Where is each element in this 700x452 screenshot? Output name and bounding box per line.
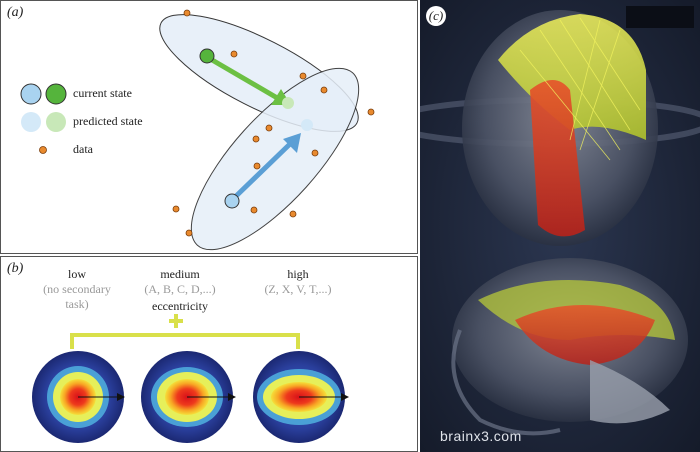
col-medium: medium (A, B, C, D,...): [120, 267, 240, 297]
brain-side-view: [451, 258, 688, 436]
blue-arrow-shaft: [231, 141, 293, 201]
heatmap-medium: [141, 351, 236, 443]
predicted-state-blue: [301, 119, 313, 131]
legend-current-label: current state: [73, 86, 132, 100]
col-low-sub: (no secondary task): [43, 282, 111, 311]
redaction-box: [626, 6, 694, 28]
heatmap-high: [253, 351, 349, 443]
current-state-green: [199, 48, 215, 64]
col-high-sub: (Z, X, V, T,...): [264, 282, 332, 296]
panel-a: (a): [0, 0, 418, 254]
panel-c-brain-render: (c) brainx3.com: [420, 0, 700, 452]
panel-c-label: (c): [426, 6, 446, 26]
col-high: high (Z, X, V, T,...): [238, 267, 358, 297]
current-state-blue: [224, 193, 240, 209]
green-arrow-shaft: [205, 54, 281, 102]
panel-a-label: (a): [7, 5, 24, 20]
col-low-title: low: [68, 267, 86, 281]
brain-image: [420, 0, 700, 452]
col-low: low (no secondary task): [17, 267, 137, 312]
data-points: [172, 9, 375, 237]
panel-b: (b) low (no secondary task) medium (A, B…: [0, 256, 418, 452]
col-medium-sub: (A, B, C, D,...): [144, 282, 216, 296]
legend-current-blue: [20, 83, 42, 105]
col-high-title: high: [287, 267, 309, 281]
predicted-state-green: [282, 97, 294, 109]
legend-predicted-blue: [21, 112, 41, 132]
panel-b-label: (b): [7, 261, 24, 276]
blue-arrow-head: [283, 133, 301, 153]
eccentricity-label: eccentricity: [152, 299, 208, 313]
col-medium-title: medium: [160, 267, 200, 281]
state-diagram: [20, 9, 375, 251]
eccentricity-diagram: [32, 314, 349, 443]
brain-top-view: [420, 10, 700, 246]
plus-bracket: [70, 333, 300, 349]
legend-data-dot: [39, 146, 47, 154]
legend-predicted-label: predicted state: [73, 114, 143, 128]
legend-data-label: data: [73, 142, 93, 156]
legend-current-green: [45, 83, 67, 105]
heatmap-low: [32, 351, 125, 443]
plus-icon: [169, 314, 183, 328]
watermark-text: brainx3.com: [440, 428, 522, 444]
legend-predicted-green: [46, 112, 66, 132]
